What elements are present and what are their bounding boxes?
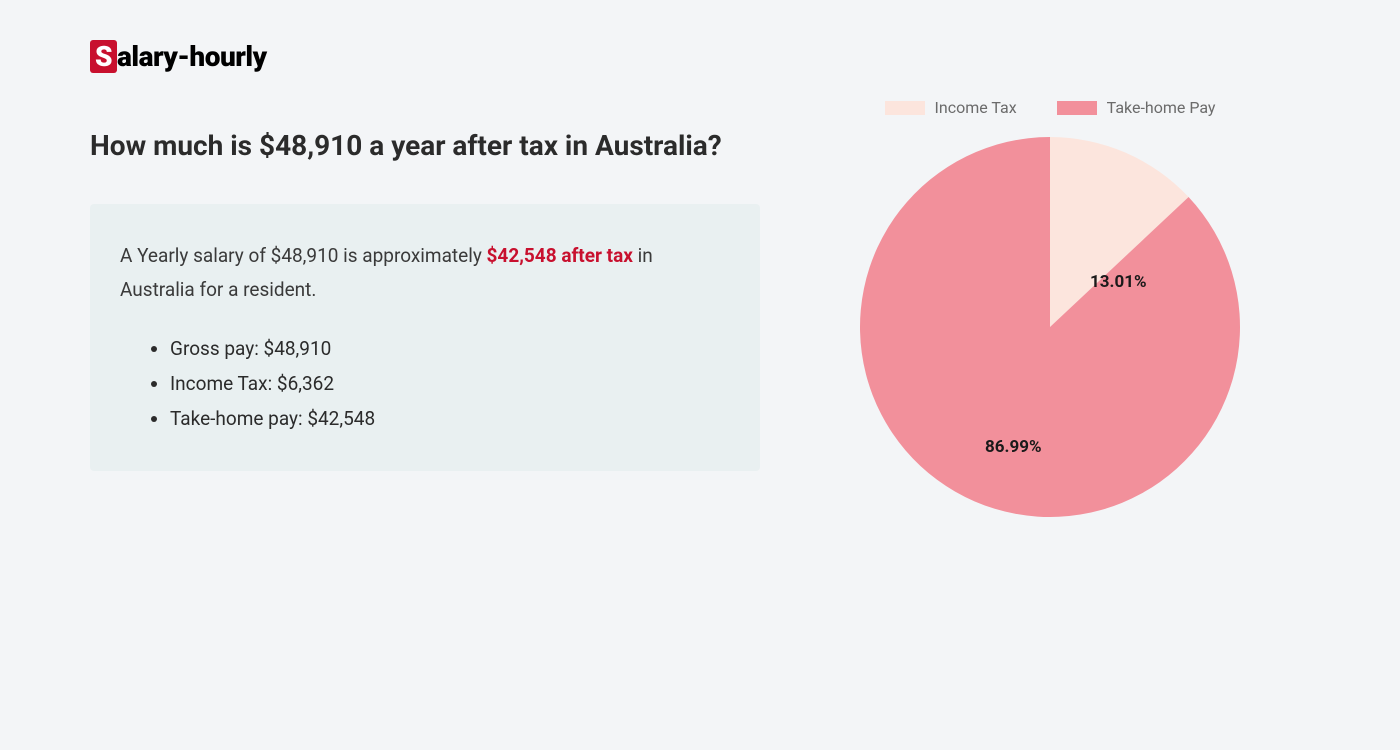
legend-swatch-tax <box>885 101 925 115</box>
site-logo: Salary-hourly <box>90 40 1310 73</box>
pie-chart: 13.01% 86.99% <box>860 137 1240 517</box>
breakdown-list: Gross pay: $48,910 Income Tax: $6,362 Ta… <box>120 331 730 436</box>
page-heading: How much is $48,910 a year after tax in … <box>90 128 760 164</box>
legend-label-takehome: Take-home Pay <box>1107 98 1216 117</box>
pie-label-takehome: 86.99% <box>985 437 1042 457</box>
legend-item-tax: Income Tax <box>885 98 1017 117</box>
summary-box: A Yearly salary of $48,910 is approximat… <box>90 204 760 471</box>
breakdown-item: Income Tax: $6,362 <box>170 366 730 401</box>
pie-svg <box>860 137 1240 517</box>
breakdown-item: Take-home pay: $42,548 <box>170 401 730 436</box>
summary-highlight: $42,548 after tax <box>487 244 633 267</box>
legend-swatch-takehome <box>1057 101 1097 115</box>
logo-rest: alary-hourly <box>117 40 267 73</box>
summary-pre: A Yearly salary of $48,910 is approximat… <box>120 244 487 267</box>
right-column: Income Tax Take-home Pay 13.01% 86.99% <box>840 98 1260 517</box>
main-content: How much is $48,910 a year after tax in … <box>90 128 1310 517</box>
summary-text: A Yearly salary of $48,910 is approximat… <box>120 239 730 306</box>
logo-s-box: S <box>90 40 117 73</box>
pie-label-tax: 13.01% <box>1090 272 1147 292</box>
chart-legend: Income Tax Take-home Pay <box>840 98 1260 117</box>
legend-label-tax: Income Tax <box>935 98 1017 117</box>
legend-item-takehome: Take-home Pay <box>1057 98 1216 117</box>
breakdown-item: Gross pay: $48,910 <box>170 331 730 366</box>
left-column: How much is $48,910 a year after tax in … <box>90 128 760 471</box>
